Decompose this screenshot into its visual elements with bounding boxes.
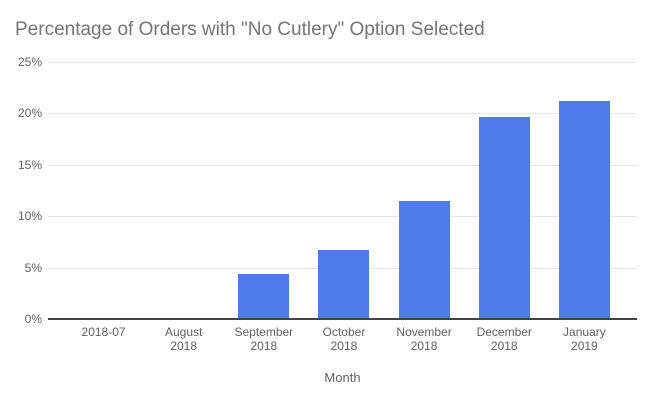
- x-tick-label: December 2018: [476, 325, 532, 353]
- bar-January 2019[interactable]: [558, 101, 610, 318]
- y-tick-label: 25%: [17, 55, 42, 69]
- x-tick-label: January 2019: [563, 325, 606, 353]
- x-tick-label: October 2018: [322, 325, 366, 353]
- y-tick-label: 15%: [17, 157, 42, 172]
- x-tick-label: 2018-07: [81, 325, 126, 339]
- x-tick-label: August 2018: [165, 325, 203, 353]
- gridline-10%: [48, 216, 637, 218]
- y-tick-label: 20%: [17, 106, 42, 121]
- gridline-20%: [48, 113, 637, 115]
- gridline-25%: [48, 62, 637, 63]
- x-axis-line: [48, 318, 637, 320]
- bar-September 2018[interactable]: [238, 273, 290, 318]
- bar-November 2018[interactable]: [398, 200, 450, 318]
- chart-title: Percentage of Orders with "No Cutlery" O…: [15, 19, 485, 40]
- x-tick-label: September 2018: [234, 325, 294, 353]
- y-tick-label: 10%: [17, 209, 42, 224]
- bar-October 2018[interactable]: [318, 250, 370, 318]
- bar-December 2018[interactable]: [478, 116, 530, 318]
- plot-area: [48, 62, 637, 320]
- x-axis-title: Month: [324, 370, 361, 385]
- x-tick-label: November 2018: [396, 325, 452, 353]
- y-tick-label: 5%: [24, 260, 42, 275]
- y-tick-label: 0%: [24, 312, 42, 326]
- gridline-15%: [48, 164, 637, 166]
